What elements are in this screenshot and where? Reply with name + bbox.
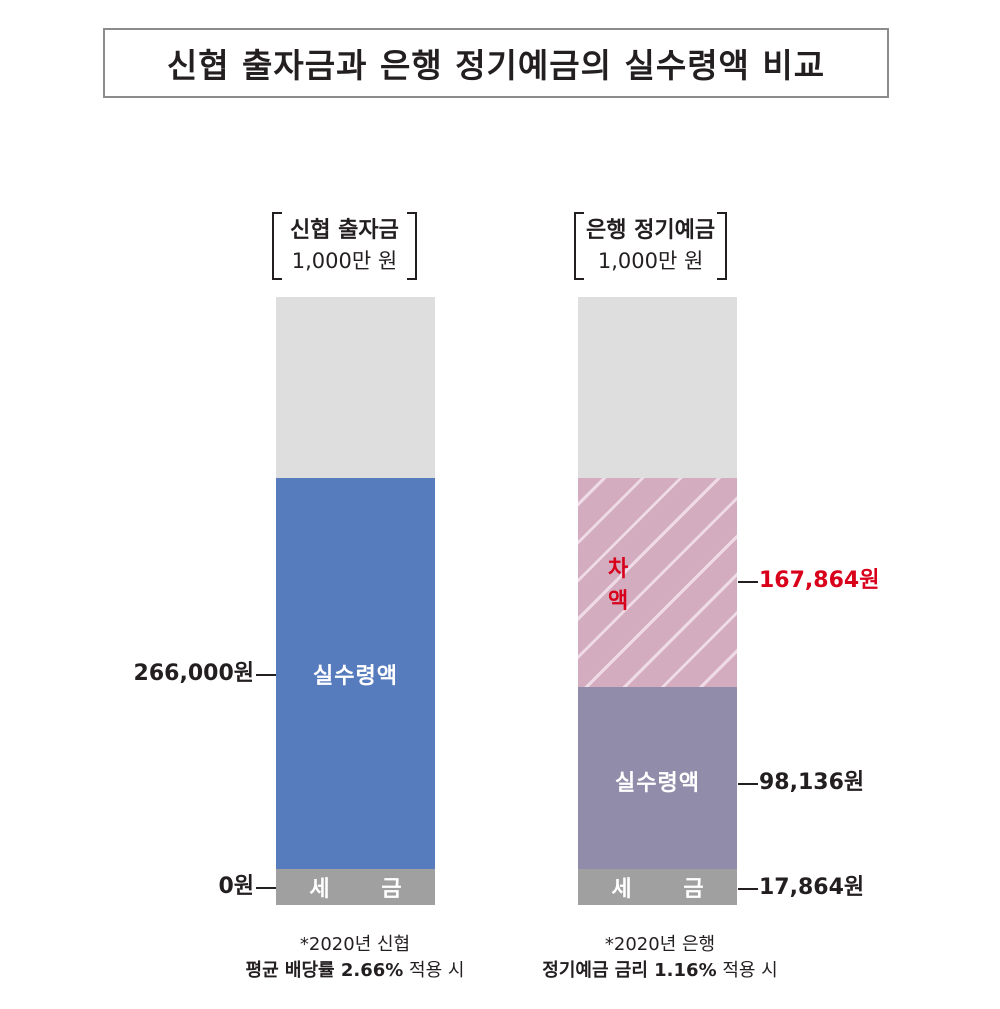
leader-line [256,887,276,889]
leader-line [738,783,758,785]
segment-net-amount: 실수령액 [276,478,435,869]
footnote-suffix: 적용 시 [716,960,778,981]
annotation-net-bank: 98,136원 [759,770,865,795]
segment-remaining [578,297,737,478]
footnote-line1: *2020년 신협 [299,934,411,955]
footnote-bank: *2020년 은행 정기예금 금리 1.16% 적용 시 [510,932,810,984]
bracket-right [406,212,417,280]
bracket-left [272,212,282,280]
leader-line [738,888,758,890]
chart-title-box: 신협 출자금과 은행 정기예금의 실수령액 비교 [103,28,889,98]
segment-label: 실수령액 [313,663,398,689]
segment-label: 세 금 [611,877,726,902]
segment-net-amount: 실수령액 [578,687,737,869]
column-principal: 1,000만 원 [597,249,704,273]
segment-tax: 세 금 [578,869,737,905]
annotation-net-shinhyup: 266,000원 [133,661,254,686]
chart-title: 신협 출자금과 은행 정기예금의 실수령액 비교 [166,46,826,85]
annotation-tax-shinhyup: 0원 [218,874,254,899]
segment-label: 차 액 [608,556,659,614]
segment-label: 실수령액 [615,771,700,796]
bar-bank: 차 액 실수령액 세 금 [578,297,737,905]
column-header-shinhyup: 신협 출자금 1,000만 원 [272,212,417,280]
segment-remaining [276,297,435,478]
segment-label: 세 금 [309,877,424,902]
column-header-bank: 은행 정기예금 1,000만 원 [574,212,728,280]
segment-tax: 세 금 [276,869,435,905]
segment-difference: 차 액 [578,478,737,687]
bar-shinhyup: 실수령액 세 금 [276,297,435,905]
annotation-difference-bank: 167,864원 [759,568,880,593]
footnote-rate: 평균 배당률 2.66% [245,960,404,981]
footnote-line1: *2020년 은행 [604,934,716,955]
leader-line [738,581,758,583]
column-name: 은행 정기예금 [586,218,716,243]
column-name: 신협 출자금 [290,218,399,243]
annotation-tax-bank: 17,864원 [759,875,865,900]
bracket-right [717,212,728,280]
column-principal: 1,000만 원 [291,249,398,273]
leader-line [256,674,276,676]
footnote-suffix: 적용 시 [403,960,465,981]
footnote-rate: 정기예금 금리 1.16% [542,960,717,981]
bracket-left [574,212,584,280]
footnote-shinhyup: *2020년 신협 평균 배당률 2.66% 적용 시 [205,932,505,984]
